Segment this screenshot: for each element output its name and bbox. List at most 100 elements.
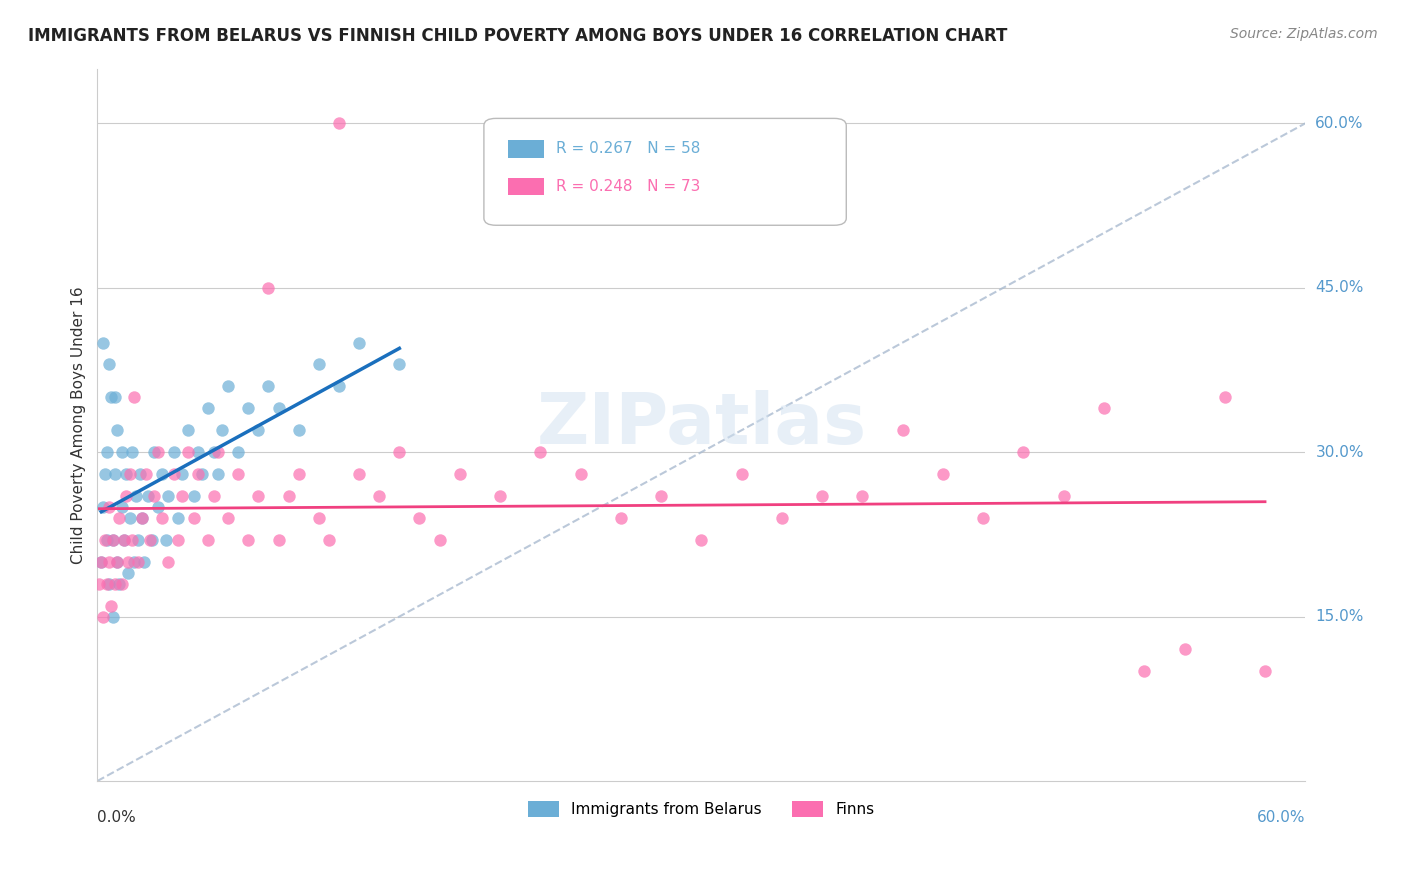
Point: [103, 533, 125, 547]
Point: [257, 281, 280, 295]
Point: [142, 445, 165, 459]
Point: [207, 467, 229, 481]
Point: [114, 467, 136, 481]
Point: [347, 335, 370, 350]
Point: [388, 358, 411, 372]
Point: [107, 555, 129, 569]
Point: [93, 609, 115, 624]
Point: [811, 489, 834, 503]
Text: R = 0.267   N = 58: R = 0.267 N = 58: [557, 141, 700, 156]
Point: [187, 445, 209, 459]
Text: 45.0%: 45.0%: [1316, 280, 1364, 295]
Point: [146, 500, 169, 514]
Point: [127, 555, 149, 569]
Text: R = 0.248   N = 73: R = 0.248 N = 73: [557, 178, 700, 194]
Point: [156, 555, 179, 569]
FancyBboxPatch shape: [484, 119, 846, 226]
Text: 0.0%: 0.0%: [97, 810, 136, 824]
Text: 60.0%: 60.0%: [1257, 810, 1305, 824]
Point: [146, 445, 169, 459]
Point: [388, 445, 411, 459]
Point: [117, 566, 139, 580]
Point: [211, 423, 233, 437]
Point: [167, 533, 190, 547]
Point: [107, 423, 129, 437]
Point: [110, 576, 132, 591]
Text: 30.0%: 30.0%: [1316, 445, 1364, 459]
Point: [131, 511, 153, 525]
Point: [277, 489, 299, 503]
Point: [104, 576, 127, 591]
Point: [118, 467, 141, 481]
Point: [328, 379, 350, 393]
Point: [408, 511, 430, 525]
Point: [94, 533, 117, 547]
Point: [117, 555, 139, 569]
Point: [257, 379, 280, 393]
Point: [103, 609, 125, 624]
Point: [972, 511, 994, 525]
Point: [122, 555, 145, 569]
Point: [132, 555, 155, 569]
Point: [100, 390, 122, 404]
Point: [121, 445, 143, 459]
Point: [163, 445, 186, 459]
Point: [100, 599, 122, 613]
Point: [121, 533, 143, 547]
Point: [127, 533, 149, 547]
Point: [177, 423, 200, 437]
Point: [770, 511, 793, 525]
Point: [94, 467, 117, 481]
Point: [202, 489, 225, 503]
Point: [187, 467, 209, 481]
Text: 15.0%: 15.0%: [1316, 609, 1364, 624]
Point: [287, 423, 309, 437]
FancyBboxPatch shape: [508, 178, 544, 195]
Point: [96, 576, 118, 591]
Point: [207, 445, 229, 459]
Point: [96, 533, 118, 547]
Point: [108, 511, 131, 525]
Point: [107, 555, 129, 569]
Point: [142, 489, 165, 503]
Point: [112, 533, 135, 547]
Point: [191, 467, 214, 481]
Point: [1092, 401, 1115, 416]
Point: [449, 467, 471, 481]
Point: [368, 489, 391, 503]
Point: [167, 511, 190, 525]
Point: [156, 489, 179, 503]
Point: [110, 500, 132, 514]
Point: [135, 467, 157, 481]
Point: [287, 467, 309, 481]
Point: [730, 467, 752, 481]
Point: [650, 489, 672, 503]
Point: [308, 358, 330, 372]
Point: [238, 401, 260, 416]
Point: [98, 358, 121, 372]
Point: [170, 489, 193, 503]
Point: [124, 489, 146, 503]
Point: [163, 467, 186, 481]
Point: [226, 445, 249, 459]
Point: [932, 467, 955, 481]
Point: [104, 467, 127, 481]
Point: [136, 489, 159, 503]
Point: [690, 533, 713, 547]
Point: [131, 511, 153, 525]
Point: [217, 511, 239, 525]
Point: [308, 511, 330, 525]
Point: [150, 467, 173, 481]
Point: [489, 489, 512, 503]
Point: [118, 511, 141, 525]
Point: [103, 533, 125, 547]
Text: Source: ZipAtlas.com: Source: ZipAtlas.com: [1230, 27, 1378, 41]
Point: [247, 423, 270, 437]
Point: [1254, 665, 1277, 679]
Point: [328, 116, 350, 130]
Text: IMMIGRANTS FROM BELARUS VS FINNISH CHILD POVERTY AMONG BOYS UNDER 16 CORRELATION: IMMIGRANTS FROM BELARUS VS FINNISH CHILD…: [28, 27, 1008, 45]
Point: [183, 489, 205, 503]
Point: [238, 533, 260, 547]
Point: [267, 401, 290, 416]
Text: ZIPatlas: ZIPatlas: [536, 391, 866, 459]
